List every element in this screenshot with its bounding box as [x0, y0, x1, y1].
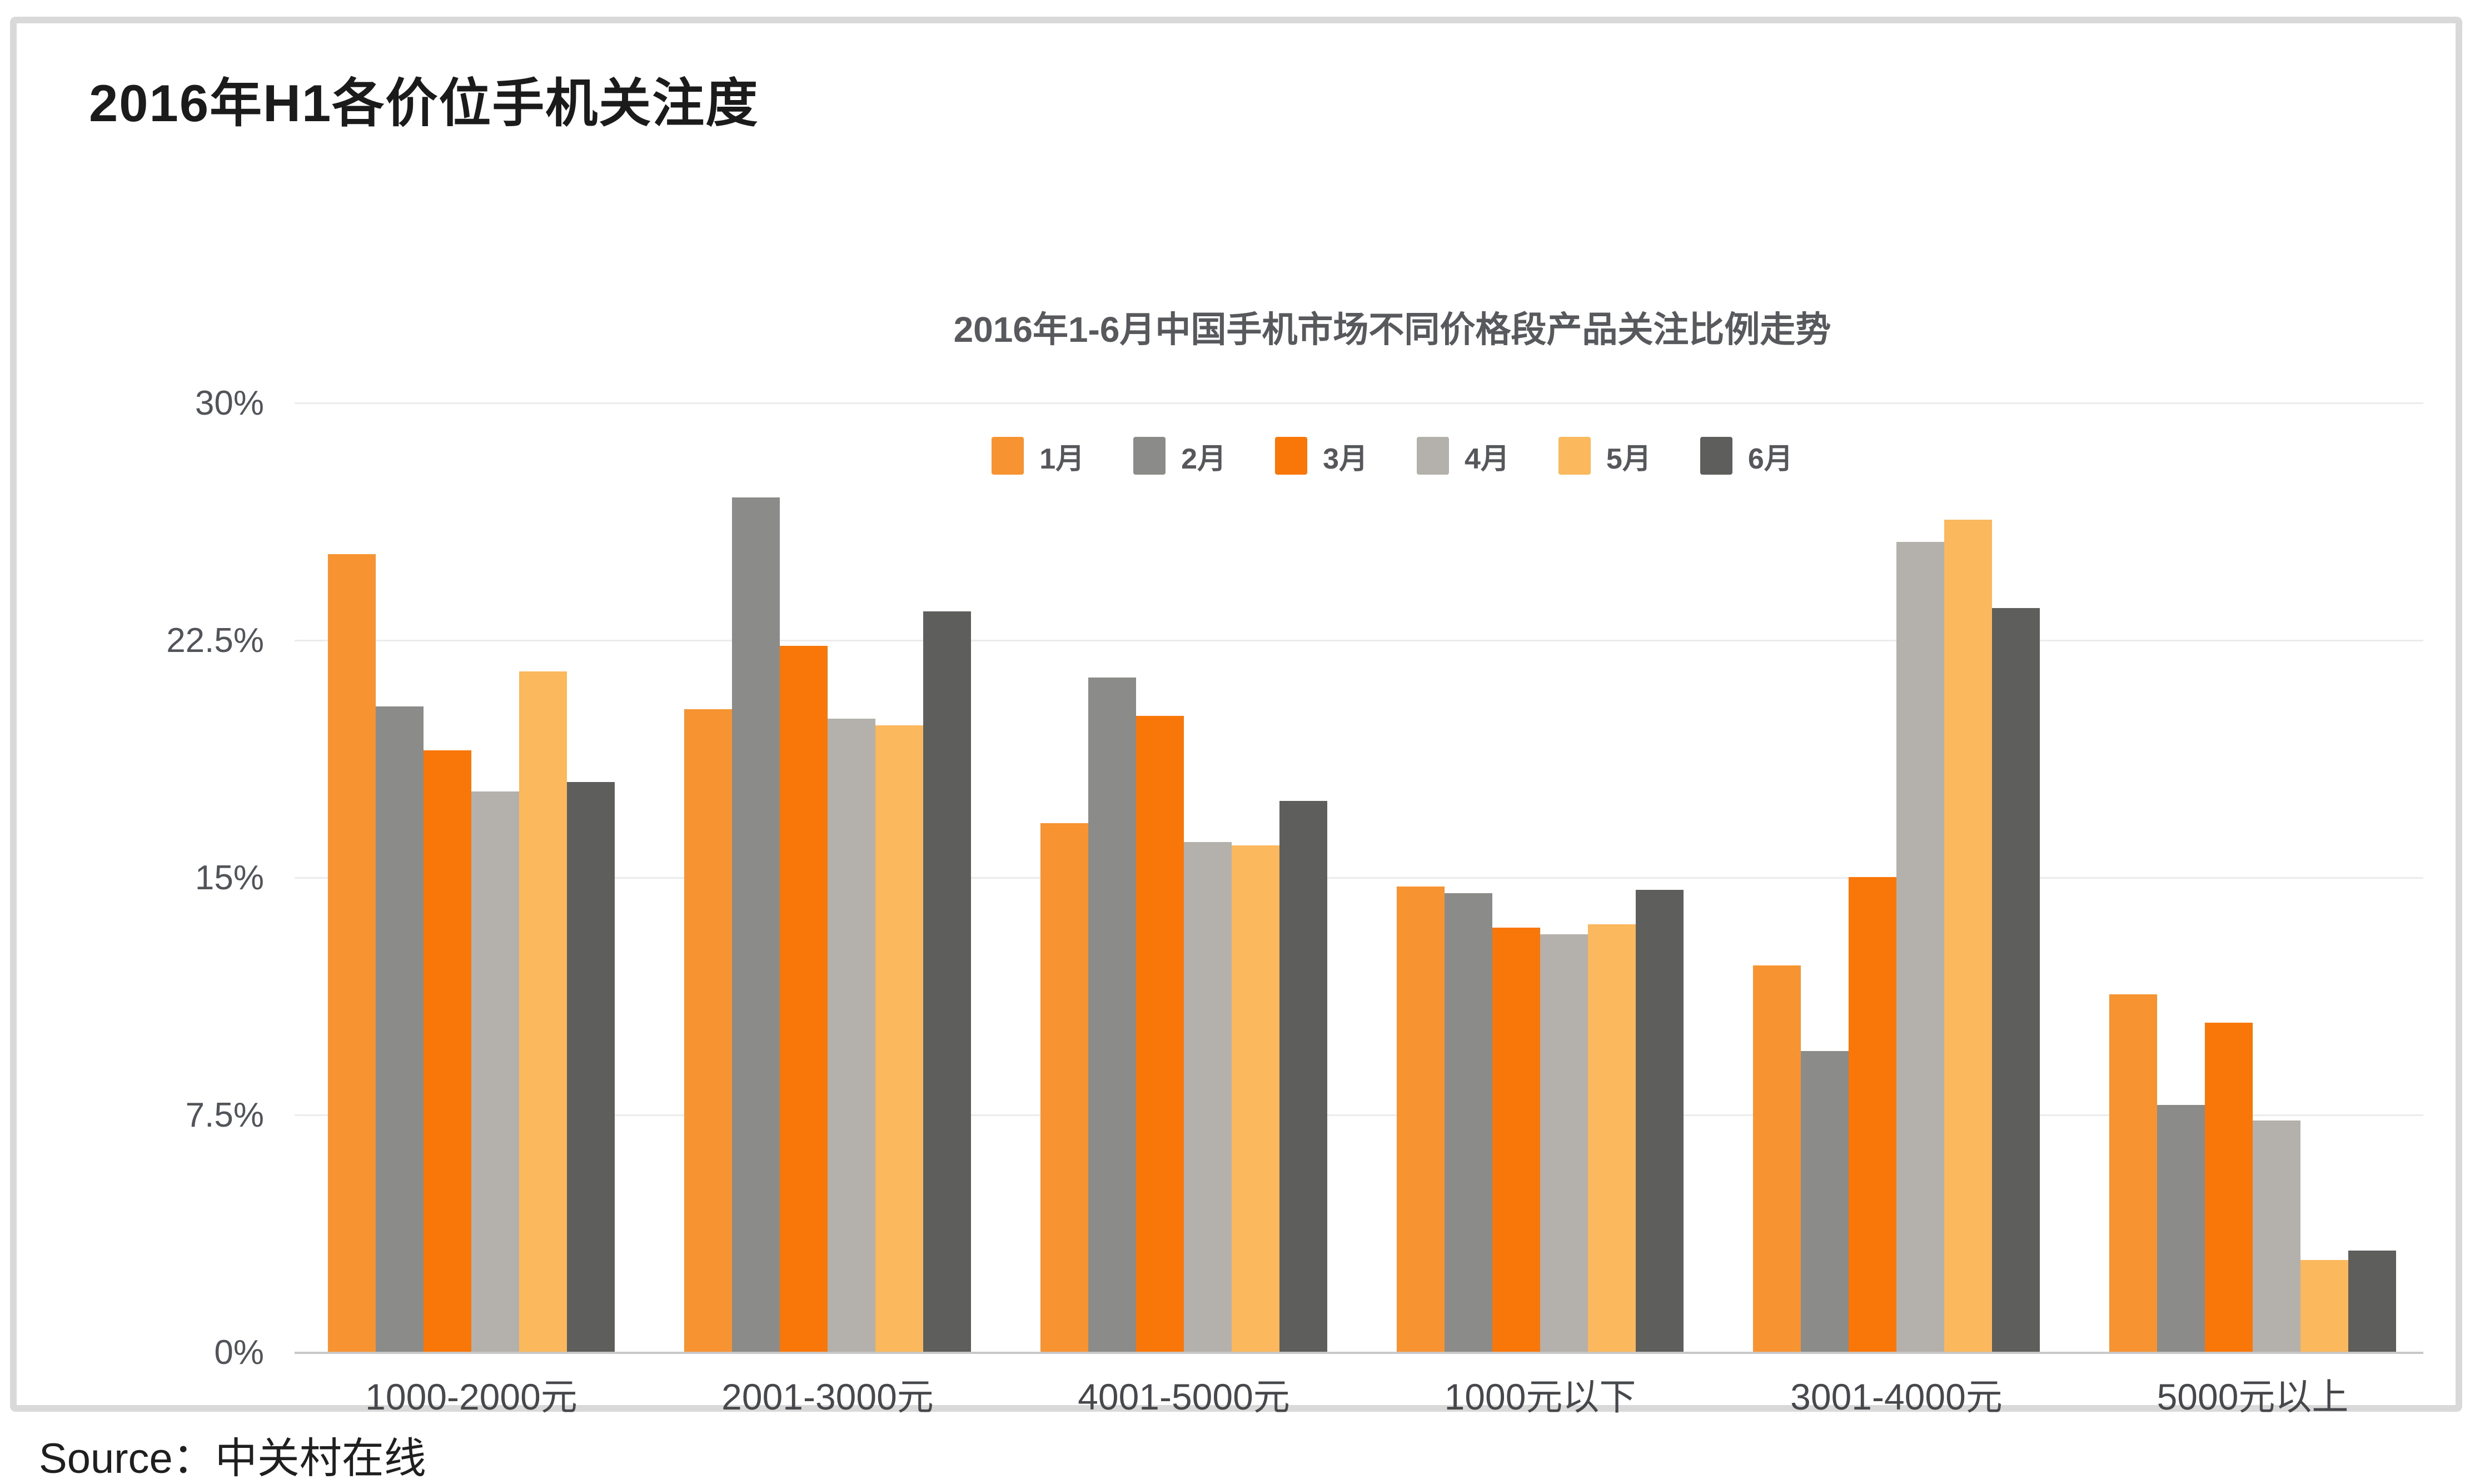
y-axis-tick-label: 22.5% [166, 621, 264, 660]
bar-4月-1000元以下 [1540, 934, 1588, 1352]
legend-label: 1月 [1039, 442, 1085, 475]
bar-4月-2001-3000元 [828, 719, 875, 1352]
bar-1月-3001-4000元 [1753, 965, 1801, 1352]
bar-5月-5000元以上 [2300, 1259, 2348, 1352]
bar-4月-3001-4000元 [1896, 541, 1944, 1352]
bar-6月-2001-3000元 [923, 611, 971, 1352]
bar-3月-3001-4000元 [1849, 877, 1896, 1352]
bar-1月-2001-3000元 [684, 709, 732, 1352]
legend-item-4月: 4月 [1417, 435, 1510, 477]
bar-4月-5000元以上 [2253, 1121, 2300, 1352]
page-title: 2016年H1各价位手机关注度 [89, 74, 759, 132]
bar-3月-5000元以上 [2205, 1022, 2253, 1352]
legend-item-5月: 5月 [1558, 435, 1651, 477]
y-axis-tick-label: 7.5% [185, 1096, 264, 1135]
bar-4月-1000-2000元 [471, 791, 519, 1352]
x-axis-category-label: 3001-4000元 [1790, 1376, 2003, 1417]
bar-2月-1000元以下 [1445, 893, 1492, 1352]
y-axis-tick-label: 30% [195, 384, 264, 423]
x-axis-category-label: 1000-2000元 [365, 1376, 577, 1417]
source-caption: Source：中关村在线 [39, 1435, 426, 1482]
bar-5月-1000-2000元 [519, 671, 567, 1352]
bar-2月-4001-5000元 [1088, 678, 1136, 1352]
bar-3月-1000-2000元 [424, 750, 471, 1352]
bar-5月-1000元以下 [1588, 924, 1636, 1352]
legend-item-6月: 6月 [1700, 435, 1793, 477]
bar-2月-2001-3000元 [732, 497, 780, 1352]
bar-2月-1000-2000元 [376, 706, 424, 1352]
bar-2月-5000元以上 [2157, 1104, 2205, 1352]
x-axis-category-label: 2001-3000元 [721, 1376, 934, 1417]
bar-5月-3001-4000元 [1944, 519, 1992, 1352]
legend-label: 3月 [1323, 442, 1368, 475]
bar-3月-1000元以下 [1492, 928, 1540, 1352]
legend-label: 6月 [1747, 442, 1793, 475]
x-axis-category-label: 5000元以上 [2157, 1376, 2349, 1417]
legend-swatch-icon [992, 437, 1024, 475]
x-axis-category-label: 1000元以下 [1444, 1376, 1636, 1417]
legend-item-2月: 2月 [1133, 435, 1226, 477]
legend-swatch-icon [1417, 437, 1449, 475]
bar-5月-4001-5000元 [1232, 845, 1279, 1352]
y-axis-tick-label: 0% [214, 1333, 264, 1372]
bar-6月-1000元以下 [1636, 889, 1684, 1352]
bar-5月-2001-3000元 [875, 725, 923, 1352]
gridline [295, 640, 2423, 642]
gridline [295, 402, 2423, 405]
chart-card: 2016年H1各价位手机关注度 2016年1-6月中国手机市场不同价格段产品关注… [10, 17, 2462, 1417]
legend-swatch-icon [1275, 437, 1308, 475]
legend-label: 5月 [1606, 442, 1651, 475]
bar-1月-4001-5000元 [1040, 823, 1088, 1352]
legend-label: 2月 [1181, 442, 1227, 475]
bar-6月-1000-2000元 [567, 782, 615, 1352]
gridline [295, 877, 2423, 879]
y-axis-tick-label: 15% [195, 859, 264, 898]
bar-1月-1000-2000元 [328, 554, 376, 1352]
bar-4月-4001-5000元 [1184, 842, 1232, 1352]
legend-swatch-icon [1558, 437, 1591, 475]
legend-label: 4月 [1465, 442, 1510, 475]
legend-swatch-icon [1133, 437, 1166, 475]
legend-swatch-icon [1700, 437, 1732, 475]
legend-item-3月: 3月 [1275, 435, 1368, 477]
chart-title: 2016年1-6月中国手机市场不同价格段产品关注比例走势 [953, 310, 1831, 350]
bar-6月-5000元以上 [2348, 1250, 2396, 1352]
bar-3月-4001-5000元 [1136, 715, 1184, 1352]
bar-1月-1000元以下 [1397, 887, 1445, 1352]
bar-6月-3001-4000元 [1992, 608, 2040, 1352]
x-axis-line [295, 1352, 2423, 1354]
bar-2月-3001-4000元 [1801, 1051, 1849, 1352]
legend: 1月 2月 3月 4月 5月 6月 [328, 431, 2457, 481]
bar-1月-5000元以上 [2109, 994, 2157, 1352]
gridline [295, 1114, 2423, 1117]
bar-3月-2001-3000元 [780, 646, 828, 1352]
legend-item-1月: 1月 [992, 435, 1084, 477]
x-axis-category-label: 4001-5000元 [1078, 1376, 1290, 1417]
bar-6月-4001-5000元 [1279, 801, 1327, 1352]
